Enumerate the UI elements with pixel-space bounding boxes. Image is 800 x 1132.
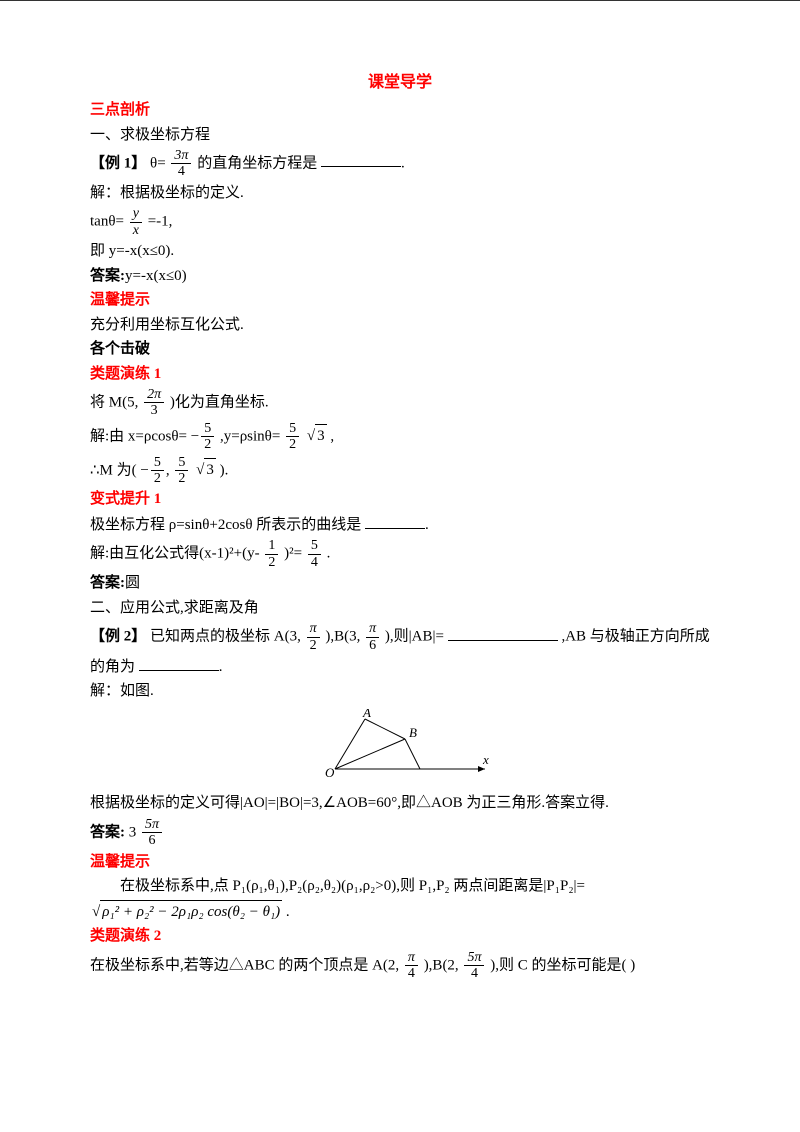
result-line: ∴M 为( − 5 2 , 5 2 3 ). bbox=[90, 455, 710, 487]
solution-text: 根据极坐标的定义可得|AO|=|BO|=3,∠AOB=60°,即△AOB 为正三… bbox=[90, 792, 710, 815]
blank-line bbox=[448, 625, 558, 641]
sqrt: 3 bbox=[305, 424, 327, 448]
practice-2: 在极坐标系中,若等边△ABC 的两个顶点是 A(2, π 4 ),B(2, 5π… bbox=[90, 950, 710, 982]
blank-line bbox=[365, 513, 425, 529]
sqrt: 3 bbox=[194, 458, 216, 482]
sqrt: ρ₁² + ρ₂² − 2ρ₁ρ₂ cos(θ₂ − θ₁) bbox=[90, 900, 282, 924]
section-sub: 二、应用公式,求距离及角 bbox=[90, 597, 710, 620]
equation-line: 即 y=-x(x≤0). bbox=[90, 240, 710, 263]
solution-line: 解:由 x=ρcosθ= − 5 2 ,y=ρsinθ= 5 2 3 , bbox=[90, 421, 710, 453]
fraction: 5 2 bbox=[201, 421, 214, 453]
section-header: 各个击破 bbox=[90, 338, 710, 361]
fraction: 5 4 bbox=[308, 538, 321, 570]
fraction: π 2 bbox=[307, 621, 320, 653]
equation-line: tanθ= y x =-1, bbox=[90, 206, 710, 238]
answer-line: 答案:y=-x(x≤0) bbox=[90, 265, 710, 288]
section-header: 三点剖析 bbox=[90, 99, 710, 122]
hint-label: 温馨提示 bbox=[90, 851, 710, 874]
example-1: 【例 1】 θ= 3π 4 的直角坐标方程是 . bbox=[90, 148, 710, 180]
practice-1: 将 M(5, 2π 3 )化为直角坐标. bbox=[90, 387, 710, 419]
practice-label: 类题演练 2 bbox=[90, 925, 710, 948]
fraction: 2π 3 bbox=[144, 387, 164, 419]
example-label: 【例 1】 bbox=[90, 155, 146, 171]
fraction: 5 2 bbox=[151, 455, 164, 487]
triangle-diagram: A B O x bbox=[90, 709, 710, 787]
solution-text: 解：根据极坐标的定义. bbox=[90, 182, 710, 205]
variant-label: 变式提升 1 bbox=[90, 488, 710, 511]
answer-line: 答案:圆 bbox=[90, 572, 710, 595]
svg-text:A: A bbox=[362, 709, 371, 720]
practice-label: 类题演练 1 bbox=[90, 363, 710, 386]
example-2: 【例 2】 已知两点的极坐标 A(3, π 2 ),B(3, π 6 ),则|A… bbox=[90, 621, 710, 653]
hint-label: 温馨提示 bbox=[90, 289, 710, 312]
blank-line bbox=[321, 151, 401, 167]
fraction: 5 2 bbox=[286, 421, 299, 453]
fraction: 5 2 bbox=[175, 455, 188, 487]
svg-text:B: B bbox=[409, 725, 417, 740]
page-title: 课堂导学 bbox=[90, 71, 710, 95]
blank-line bbox=[139, 655, 219, 671]
hint-text: 充分利用坐标互化公式. bbox=[90, 314, 710, 337]
fraction: π 6 bbox=[366, 621, 379, 653]
fraction: π 4 bbox=[405, 950, 418, 982]
solution-text: 解：如图. bbox=[90, 680, 710, 703]
variant-text: 极坐标方程 ρ=sinθ+2cosθ 所表示的曲线是 . bbox=[90, 513, 710, 537]
answer-line: 答案: 3 5π 6 bbox=[90, 817, 710, 849]
fraction: 5π 4 bbox=[464, 950, 484, 982]
document-page: 课堂导学 三点剖析 一、求极坐标方程 【例 1】 θ= 3π 4 的直角坐标方程… bbox=[0, 0, 800, 1024]
section-sub: 一、求极坐标方程 bbox=[90, 124, 710, 147]
example-2-cont: 的角为 . bbox=[90, 655, 710, 679]
solution-line: 解:由互化公式得(x-1)²+(y- 1 2 )²= 5 4 . bbox=[90, 538, 710, 570]
hint-text: 在极坐标系中,点 P₁(ρ₁,θ₁),P₂(ρ₂,θ₂)(ρ₁,ρ₂>0),则 … bbox=[90, 875, 710, 898]
svg-text:x: x bbox=[482, 752, 489, 767]
fraction: 3π 4 bbox=[171, 148, 191, 180]
svg-text:O: O bbox=[325, 765, 335, 779]
fraction: 1 2 bbox=[265, 538, 278, 570]
fraction: y x bbox=[130, 206, 142, 238]
fraction: 5π 6 bbox=[142, 817, 162, 849]
formula-line: ρ₁² + ρ₂² − 2ρ₁ρ₂ cos(θ₂ − θ₁) . bbox=[90, 900, 710, 924]
triangle-svg: A B O x bbox=[305, 709, 495, 779]
